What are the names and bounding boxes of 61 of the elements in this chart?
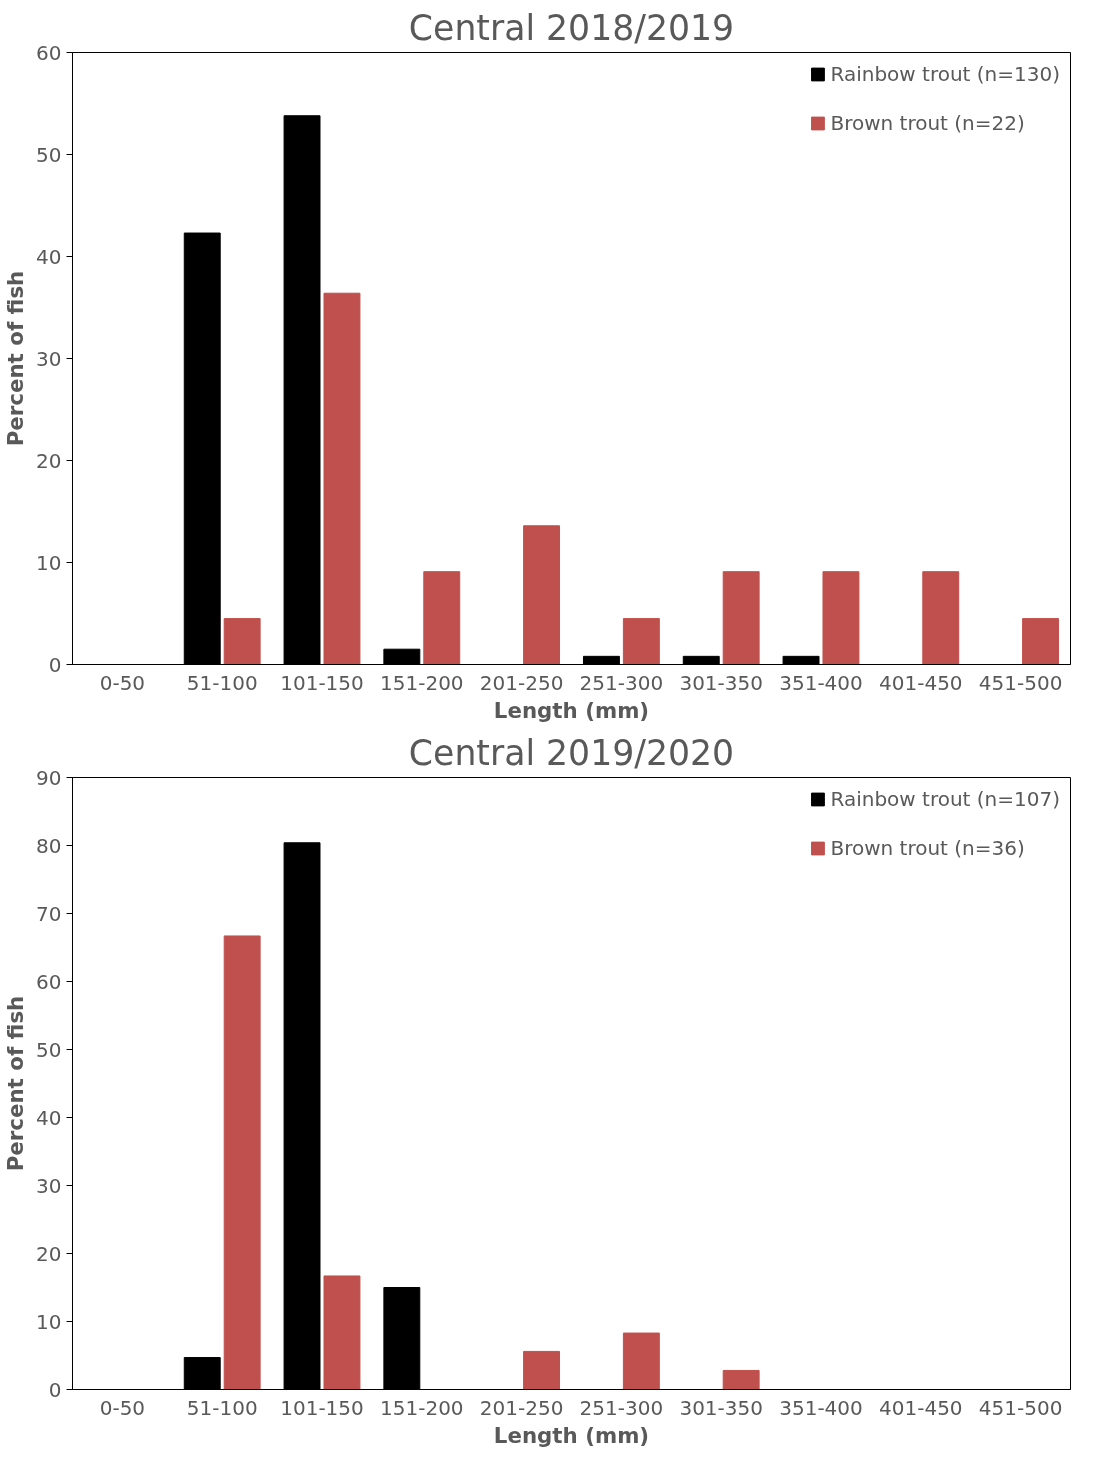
- x-tick-label: 301-350: [679, 1395, 763, 1420]
- x-tick-label: 201-250: [479, 670, 564, 695]
- chart-title: Central 2019/2020: [408, 732, 735, 773]
- x-tick-label: 301-350: [679, 670, 763, 695]
- y-tick-label: 80: [36, 833, 62, 858]
- x-tick-label: 151-200: [380, 1395, 464, 1420]
- y-axis-title: Percent of fish: [3, 270, 29, 447]
- y-tick-label: 50: [36, 142, 62, 167]
- y-tick-label: 60: [36, 969, 62, 994]
- x-tick-label: 0-50: [99, 670, 146, 695]
- y-tick-label: 30: [36, 1173, 62, 1198]
- x-axis-title: Length (mm): [493, 697, 650, 723]
- x-tick-label: 251-300: [579, 1395, 664, 1420]
- bar: [523, 525, 561, 665]
- y-tick-label: 10: [36, 550, 62, 575]
- x-tick-label: 51-100: [186, 1395, 258, 1420]
- y-tick-label: 0: [48, 652, 62, 677]
- y-tick-label: 10: [36, 1309, 62, 1334]
- legend-label: Brown trout (n=22): [830, 111, 1025, 135]
- y-tick-label: 90: [36, 765, 62, 790]
- x-tick-label: 101-150: [280, 1395, 364, 1420]
- x-tick-label: 251-300: [579, 670, 664, 695]
- y-tick-label: 40: [36, 244, 62, 269]
- bar: [722, 1369, 760, 1390]
- legend-label: Rainbow trout (n=130): [830, 62, 1060, 86]
- legend-label: Rainbow trout (n=107): [830, 787, 1060, 811]
- bar: [922, 571, 960, 665]
- bar: [223, 618, 261, 665]
- bar: [622, 618, 660, 665]
- x-tick-label: 151-200: [380, 670, 464, 695]
- x-tick-label: 351-400: [779, 1395, 863, 1420]
- y-tick-label: 50: [36, 1037, 62, 1062]
- chart-title: Central 2018/2019: [408, 7, 735, 48]
- bar: [1022, 618, 1060, 665]
- bar: [722, 571, 760, 665]
- x-tick-label: 451-500: [978, 670, 1063, 695]
- y-tick-label: 20: [36, 448, 62, 473]
- x-tick-label: 0-50: [99, 1395, 146, 1420]
- bar: [622, 1332, 660, 1390]
- bar: [323, 1275, 361, 1390]
- x-tick-label: 401-450: [879, 1395, 963, 1420]
- bar: [223, 935, 261, 1390]
- y-tick-label: 40: [36, 1105, 62, 1130]
- y-tick-label: 30: [36, 346, 62, 371]
- y-tick-label: 20: [36, 1241, 62, 1266]
- bar: [423, 571, 461, 665]
- x-tick-label: 51-100: [186, 670, 258, 695]
- y-tick-label: 70: [36, 901, 62, 926]
- x-tick-label: 401-450: [879, 670, 963, 695]
- legend-label: Brown trout (n=36): [830, 836, 1025, 860]
- x-tick-label: 451-500: [978, 1395, 1063, 1420]
- x-tick-label: 351-400: [779, 670, 863, 695]
- x-axis-title: Length (mm): [493, 1422, 650, 1448]
- y-tick-label: 60: [36, 40, 62, 65]
- bar: [523, 1350, 561, 1390]
- x-tick-label: 101-150: [280, 670, 364, 695]
- bar: [323, 292, 361, 665]
- y-axis-title: Percent of fish: [3, 995, 29, 1172]
- y-tick-label: 0: [48, 1377, 62, 1402]
- bar: [822, 571, 860, 665]
- x-tick-label: 201-250: [479, 1395, 564, 1420]
